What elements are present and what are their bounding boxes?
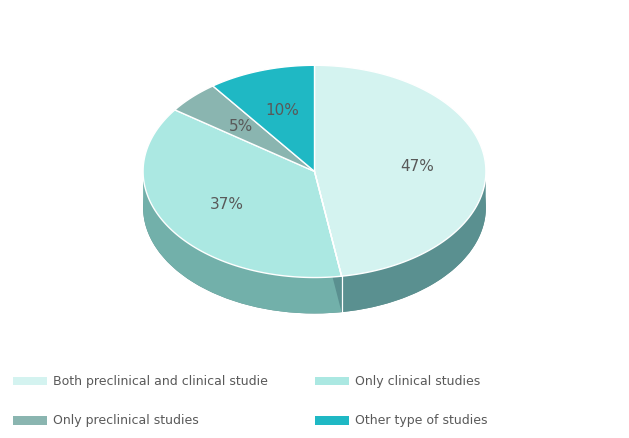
Bar — [314, 377, 349, 385]
Text: 47%: 47% — [400, 159, 434, 174]
Bar — [314, 416, 349, 425]
Ellipse shape — [143, 101, 486, 314]
Polygon shape — [143, 110, 342, 278]
Polygon shape — [175, 86, 314, 171]
Text: Other type of studies: Other type of studies — [355, 414, 488, 427]
Text: 37%: 37% — [210, 198, 244, 212]
Text: 10%: 10% — [265, 103, 299, 118]
Polygon shape — [314, 65, 486, 276]
Polygon shape — [314, 171, 342, 312]
Text: 5%: 5% — [229, 119, 253, 134]
Bar — [13, 416, 47, 425]
Polygon shape — [342, 177, 486, 312]
Bar — [13, 377, 47, 385]
Polygon shape — [143, 173, 342, 314]
Polygon shape — [213, 65, 314, 171]
Text: Only clinical studies: Only clinical studies — [355, 374, 481, 388]
Polygon shape — [314, 171, 342, 312]
Text: Both preclinical and clinical studie: Both preclinical and clinical studie — [53, 374, 269, 388]
Text: Only preclinical studies: Only preclinical studies — [53, 414, 199, 427]
